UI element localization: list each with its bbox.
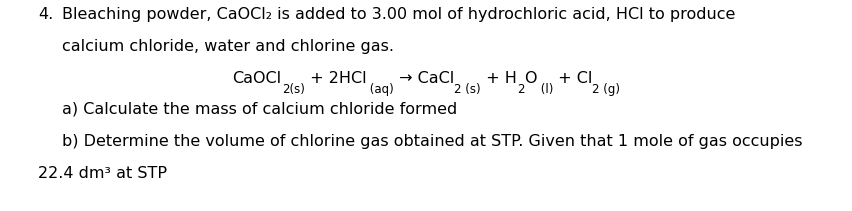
- Text: Bleaching powder, CaOCl₂ is added to 3.00 mol of hydrochloric acid, HCl to produ: Bleaching powder, CaOCl₂ is added to 3.0…: [62, 7, 734, 22]
- Text: 2 (g): 2 (g): [592, 83, 619, 96]
- Text: a) Calculate the mass of calcium chloride formed: a) Calculate the mass of calcium chlorid…: [62, 102, 457, 117]
- Text: 2: 2: [516, 83, 524, 96]
- Text: + Cl: + Cl: [552, 71, 592, 86]
- Text: 2(s): 2(s): [281, 83, 304, 96]
- Text: 2 (s): 2 (s): [453, 83, 481, 96]
- Text: + 2HCl: + 2HCl: [304, 71, 366, 86]
- Text: (aq): (aq): [366, 83, 394, 96]
- Text: (l): (l): [536, 83, 552, 96]
- Text: + H: + H: [481, 71, 516, 86]
- Text: b) Determine the volume of chlorine gas obtained at STP. Given that 1 mole of ga: b) Determine the volume of chlorine gas …: [62, 134, 802, 149]
- Text: 4.: 4.: [38, 7, 53, 22]
- Text: CaOCl: CaOCl: [233, 71, 281, 86]
- Text: 22.4 dm³ at STP: 22.4 dm³ at STP: [38, 166, 167, 181]
- Text: O: O: [524, 71, 536, 86]
- Text: calcium chloride, water and chlorine gas.: calcium chloride, water and chlorine gas…: [62, 39, 394, 54]
- Text: → CaCl: → CaCl: [394, 71, 453, 86]
